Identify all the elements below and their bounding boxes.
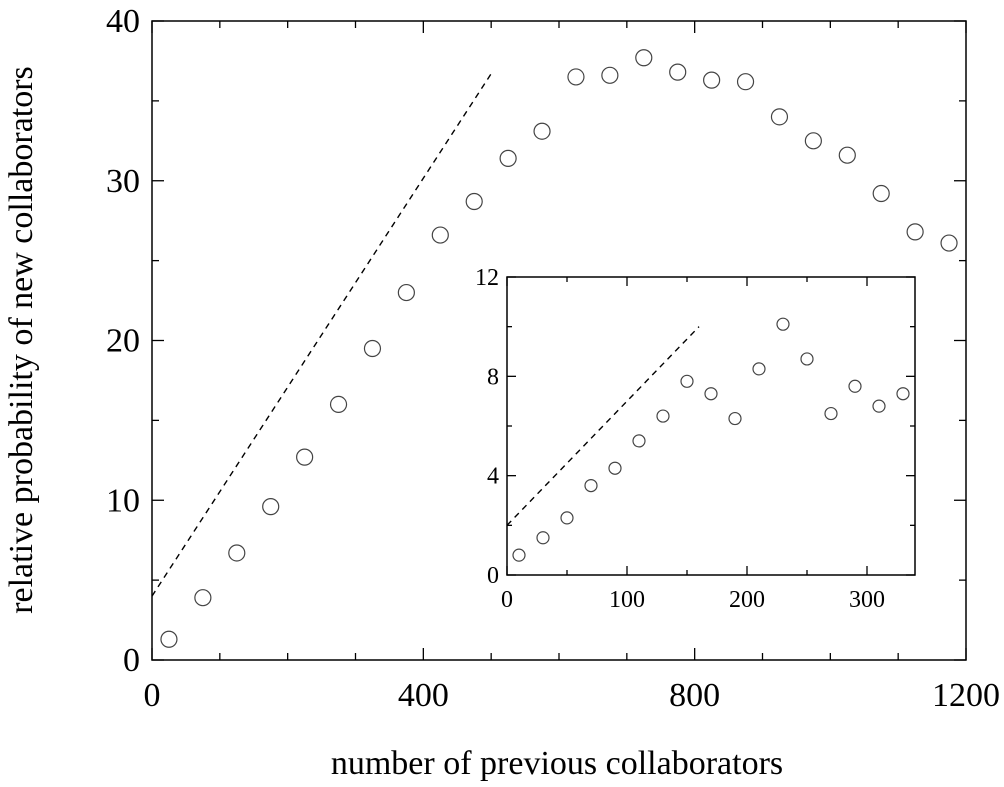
inset-data-point: [608, 461, 622, 475]
inset-data-point: [752, 362, 766, 376]
main-y-tick-label: 30: [106, 163, 140, 200]
inset-x-tick-label: 300: [849, 587, 885, 613]
inset-data-point: [800, 352, 814, 366]
main-data-point: [431, 226, 449, 244]
main-data-point: [838, 146, 856, 164]
main-x-tick-label: 400: [398, 677, 449, 714]
inset-y-tick-label: 0: [487, 563, 499, 589]
inset-x-tick-label: 100: [609, 587, 645, 613]
inset-data-point: [680, 374, 694, 388]
inset-reference-dashed-line: [506, 326, 700, 526]
main-data-point: [906, 223, 924, 241]
main-data-point: [804, 132, 822, 150]
y-axis-label: relative probability of new collaborator…: [3, 66, 40, 614]
inset-data-point: [896, 387, 910, 401]
main-y-tick-label: 20: [106, 323, 140, 360]
main-data-point: [770, 108, 789, 126]
inset-y-tick-label: 4: [487, 464, 499, 490]
inset-x-tick-label: 200: [729, 587, 765, 613]
main-x-tick-label: 1200: [932, 677, 1000, 714]
inset-data-point: [776, 317, 790, 331]
inset-data-point: [728, 411, 742, 426]
main-data-point: [703, 71, 721, 89]
inset-data-point: [536, 531, 550, 545]
inset-x-tick-label: 0: [501, 587, 513, 613]
main-x-tick-label: 800: [669, 677, 720, 714]
main-y-tick-label: 40: [106, 3, 140, 40]
inset-data-point: [584, 479, 598, 493]
main-data-point: [397, 283, 415, 302]
main-data-point: [465, 192, 483, 211]
inset-data-point: [632, 434, 646, 448]
inset-data-point: [512, 548, 526, 562]
main-data-point: [601, 66, 619, 84]
inset-data-point: [872, 399, 886, 413]
main-data-point: [669, 63, 687, 81]
inset-data-point: [656, 409, 670, 423]
main-data-point: [160, 630, 178, 648]
inset-data-point: [560, 511, 574, 525]
inset-data-point: [848, 379, 862, 393]
main-reference-dashed-line: [151, 73, 492, 597]
main-data-point: [940, 234, 958, 252]
main-data-point: [329, 395, 348, 413]
main-data-point: [567, 68, 585, 86]
main-data-point: [228, 544, 246, 562]
main-data-point: [533, 122, 551, 140]
main-data-point: [872, 184, 890, 203]
main-data-point: [736, 73, 755, 91]
main-data-point: [296, 448, 314, 466]
main-data-point: [194, 589, 212, 607]
main-data-point: [363, 339, 382, 358]
inset-y-tick-label: 12: [475, 265, 499, 291]
x-axis-label: number of previous collaborators: [331, 745, 783, 782]
inset-plot-frame: [506, 276, 916, 576]
main-data-point: [262, 498, 280, 516]
main-y-tick-label: 10: [106, 482, 140, 519]
main-data-point: [499, 149, 517, 167]
main-data-point: [635, 49, 653, 67]
inset-data-point: [824, 406, 838, 421]
main-y-tick-label: 0: [123, 642, 140, 679]
inset-y-tick-label: 8: [487, 364, 499, 390]
inset-data-point: [704, 387, 718, 401]
main-x-tick-label: 0: [144, 677, 161, 714]
